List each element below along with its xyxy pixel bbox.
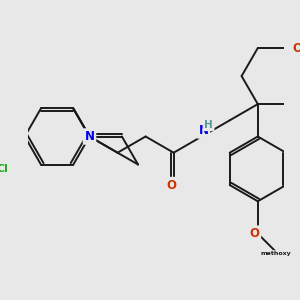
Text: N: N <box>198 124 208 137</box>
Text: O: O <box>292 41 300 55</box>
Text: N: N <box>85 130 94 143</box>
Text: H: H <box>204 120 213 130</box>
Text: O: O <box>166 178 176 192</box>
Text: methoxy: methoxy <box>261 251 292 256</box>
Text: O: O <box>249 227 260 240</box>
Text: Cl: Cl <box>0 164 9 174</box>
